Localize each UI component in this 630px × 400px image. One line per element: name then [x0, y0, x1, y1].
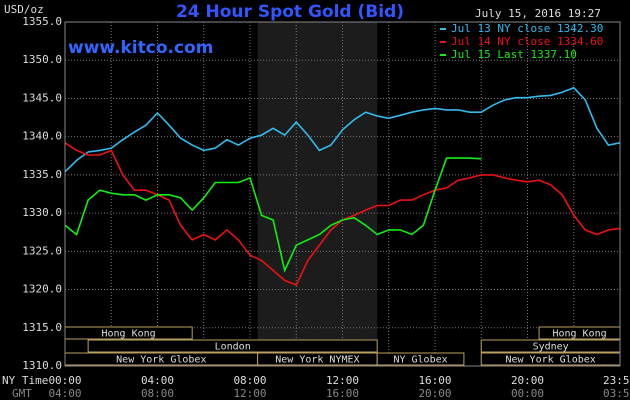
x-tick-label-gmt: 12:00 — [233, 387, 266, 400]
legend-label: Jul 15 Last 1337.10 — [451, 48, 577, 61]
session-label: New York Globex — [505, 355, 595, 366]
session-box — [376, 352, 465, 366]
x-tick-label: 20:00 — [511, 374, 544, 387]
y-tick-label: 1325.0 — [22, 244, 62, 257]
series-line — [64, 86, 621, 173]
y-tick-label: 1330.0 — [22, 206, 62, 219]
line-layer — [64, 86, 621, 287]
session-label: London — [215, 342, 251, 353]
series-line — [64, 157, 482, 273]
x-tick-label: 16:00 — [418, 374, 451, 387]
y-tick-label: 1315.0 — [22, 321, 62, 334]
plot-frame — [64, 21, 621, 367]
session-label: New York Globex — [116, 355, 206, 366]
x-tick-label: 23:59 — [603, 374, 630, 387]
x-tick-label: 08:00 — [233, 374, 266, 387]
x-tick-label-gmt: 20:00 — [418, 387, 451, 400]
session-label: Hong Kong — [102, 329, 156, 340]
site-label: www.kitco.com — [68, 38, 213, 58]
x-axis-label-gmt: GMT — [12, 387, 32, 400]
legend-label: Jul 14 NY close 1334.60 — [451, 35, 603, 48]
session-label: New York NYMEX — [275, 355, 359, 366]
shade-layer — [257, 22, 378, 366]
y-tick-label: 1335.0 — [22, 168, 62, 181]
y-tick-label: 1320.0 — [22, 283, 62, 296]
x-tick-label-gmt: 04:00 — [48, 387, 81, 400]
session-label: Hong Kong — [552, 329, 606, 340]
y-tick-label: 1350.0 — [22, 53, 62, 66]
y-tick-label: 1345.0 — [22, 91, 62, 104]
session-label: Sydney — [533, 342, 569, 353]
x-tick-label-gmt: 00:00 — [511, 387, 544, 400]
x-tick-label: 12:00 — [326, 374, 359, 387]
chart-title: 24 Hour Spot Gold (Bid) — [176, 2, 404, 22]
y-axis-label: USD/oz — [4, 3, 44, 16]
timestamp: July 15, 2016 19:27 — [475, 7, 601, 20]
x-tick-label: 04:00 — [141, 374, 174, 387]
label-layer: 1310.0 1315.0 1320.0 1325.0 1330.0 1335.0 1340… — [22, 15, 630, 400]
session-shade — [257, 22, 378, 366]
x-tick-label: 00:00 — [48, 374, 81, 387]
x-tick-label-gmt: 16:00 — [326, 387, 359, 400]
session-box — [87, 339, 378, 353]
x-tick-label-gmt: 08:00 — [141, 387, 174, 400]
y-tick-label: 1310.0 — [22, 359, 62, 372]
x-tick-label-gmt: 03:59 — [603, 387, 630, 400]
legend-label: Jul 13 NY close 1342.30 — [451, 22, 603, 35]
x-axis-label: NY Time — [2, 374, 48, 387]
session-label: NY Globex — [393, 355, 447, 366]
y-tick-label: 1355.0 — [22, 15, 62, 28]
y-tick-label: 1340.0 — [22, 130, 62, 143]
